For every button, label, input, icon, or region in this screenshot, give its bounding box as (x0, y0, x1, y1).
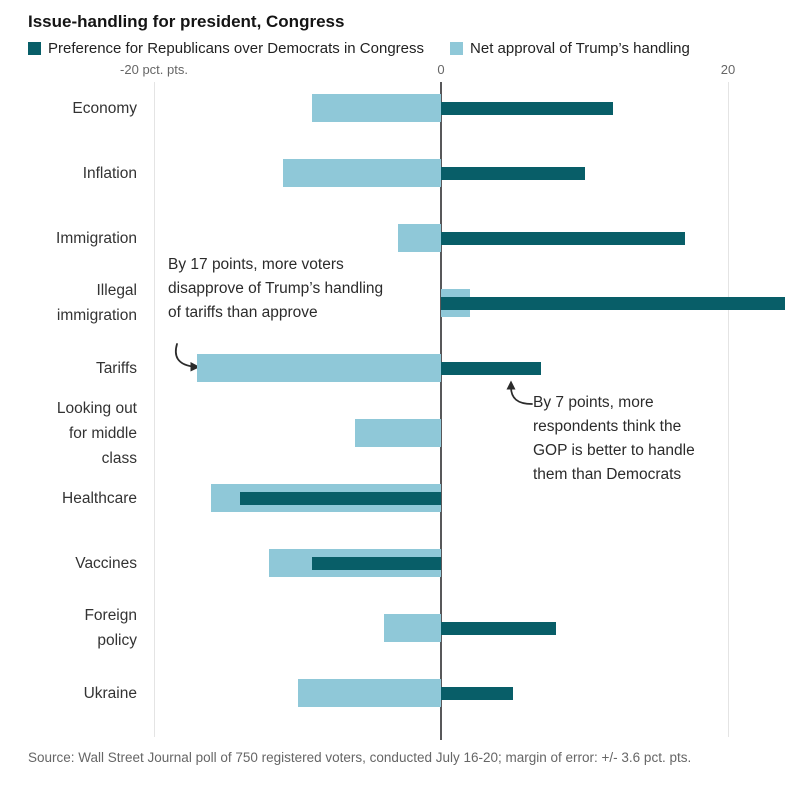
axis-tick-label: -20 pct. pts. (120, 62, 188, 77)
category-label: Ukraine (83, 684, 137, 702)
category-label: Tariffs (95, 359, 137, 377)
annotation-gop-tariffs: By 7 points, more respondents think the … (533, 394, 695, 483)
source-note: Source: Wall Street Journal poll of 750 … (28, 750, 692, 765)
bar-gop-foreign-policy (441, 621, 556, 635)
annotation-arrow-down-icon (174, 343, 200, 372)
bar-approval-economy (311, 94, 441, 122)
zero-baseline (440, 82, 442, 740)
axis-tick-label: 20 (720, 62, 736, 77)
bar-gop-ukraine (441, 686, 513, 700)
bar-gop-economy (441, 101, 614, 115)
annotation-tariffs-disapprove: By 17 points, more voters disapprove of … (168, 256, 384, 321)
gridline--20 (154, 82, 155, 737)
bar-gop-inflation (441, 166, 585, 180)
category-label: Looking out for middle class (56, 399, 137, 467)
category-label: Immigration (56, 229, 137, 247)
legend: Preference for Republicans over Democrat… (28, 40, 798, 57)
category-label: Inflation (82, 164, 137, 182)
category-label: Economy (72, 99, 137, 117)
bar-approval-tariffs (197, 354, 441, 382)
bar-gop-tariffs (441, 361, 542, 375)
category-label: Foreign policy (84, 607, 137, 649)
bar-gop-healthcare (240, 491, 441, 505)
bar-gop-vaccines (311, 556, 441, 570)
bar-approval-inflation (283, 159, 441, 187)
category-label: Illegal immigration (56, 282, 137, 324)
bar-approval-looking-out-for-middle-class (354, 419, 441, 447)
bar-approval-foreign-policy (383, 614, 441, 642)
axis-tick-label: 0 (437, 62, 445, 77)
bar-approval-ukraine (297, 679, 441, 707)
gridline-20 (728, 82, 729, 737)
legend-label-approval: Net approval of Trump’s handling (470, 40, 690, 57)
legend-item-gop: Preference for Republicans over Democrat… (28, 40, 424, 57)
legend-item-approval: Net approval of Trump’s handling (450, 40, 690, 57)
legend-swatch-approval-icon (450, 42, 464, 55)
bar-approval-immigration (397, 224, 441, 252)
annotation-arrow-up-icon (506, 380, 533, 405)
category-label: Vaccines (75, 554, 137, 572)
category-label: Healthcare (62, 489, 137, 507)
legend-label-gop: Preference for Republicans over Democrat… (48, 40, 425, 57)
legend-swatch-gop-icon (28, 42, 41, 55)
chart-title: Issue-handling for president, Congress (28, 12, 345, 31)
bar-gop-illegal-immigration (441, 296, 786, 310)
bar-gop-immigration (441, 231, 685, 245)
